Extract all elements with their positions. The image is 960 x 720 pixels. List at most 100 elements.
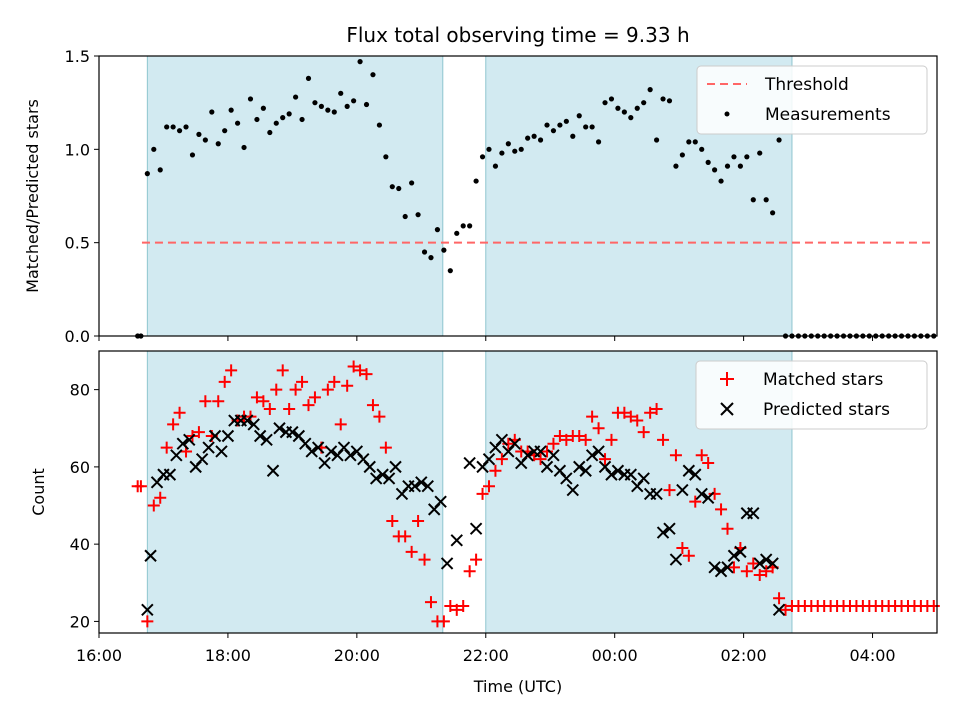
measurement-point bbox=[744, 154, 750, 160]
predicted-star-marker bbox=[266, 464, 280, 477]
predicted-star-markers bbox=[141, 414, 786, 617]
predicted-star-marker bbox=[560, 472, 573, 485]
measurement-point bbox=[396, 185, 402, 192]
measurement-point bbox=[454, 230, 460, 236]
matched-star-marker bbox=[154, 491, 167, 504]
predicted-star-marker bbox=[253, 429, 267, 443]
measurement-point bbox=[151, 146, 157, 152]
measurement-point bbox=[286, 111, 292, 117]
predicted-star-marker bbox=[708, 561, 721, 574]
matched-star-marker bbox=[212, 395, 225, 408]
measurement-point bbox=[157, 167, 163, 173]
measurement-point bbox=[770, 210, 776, 216]
measurement-point bbox=[595, 139, 602, 145]
measurement-point bbox=[712, 167, 718, 173]
predicted-star-marker bbox=[585, 449, 599, 462]
measurement-point bbox=[505, 141, 511, 147]
predicted-star-marker bbox=[202, 441, 215, 454]
matched-star-marker bbox=[489, 464, 502, 477]
matched-star-marker bbox=[740, 565, 753, 578]
measurement-point bbox=[531, 133, 537, 139]
x-axis-label: Time (UTC) bbox=[473, 677, 562, 696]
matched-star-marker bbox=[160, 441, 173, 454]
bottom-legend: Matched stars Predicted stars bbox=[695, 360, 928, 430]
y-tick-label: 20 bbox=[70, 612, 90, 631]
measurement-point bbox=[209, 109, 215, 115]
measurement-point bbox=[653, 137, 660, 143]
predicted-star-marker bbox=[579, 464, 592, 477]
measurement-point bbox=[750, 197, 756, 203]
matched-star-marker bbox=[669, 449, 682, 462]
predicted-star-marker bbox=[482, 452, 496, 466]
measurement-point bbox=[280, 115, 286, 121]
matched-star-marker bbox=[302, 399, 315, 412]
matched-star-marker bbox=[592, 422, 605, 435]
predicted-star-marker bbox=[669, 553, 683, 566]
matched-star-marker bbox=[321, 383, 334, 396]
measurement-point bbox=[254, 116, 260, 123]
legend-matched-label: Matched stars bbox=[763, 370, 883, 390]
matched-star-marker bbox=[644, 406, 657, 419]
y-tick-label: 0.0 bbox=[65, 327, 90, 346]
legend-predicted-swatch bbox=[720, 402, 734, 416]
matched-star-marker bbox=[218, 375, 231, 388]
measurement-point bbox=[486, 146, 492, 152]
measurement-point bbox=[525, 135, 531, 141]
measurement-point bbox=[589, 124, 595, 130]
predicted-star-marker bbox=[421, 479, 434, 493]
matched-star-marker bbox=[747, 557, 760, 570]
measurement-point bbox=[615, 105, 621, 111]
x-tick-label: 16:00 bbox=[76, 646, 122, 665]
measurement-point bbox=[409, 180, 415, 186]
matched-star-marker bbox=[379, 441, 392, 454]
measurement-point bbox=[641, 100, 647, 106]
predicted-star-marker bbox=[727, 549, 741, 562]
measurement-point bbox=[428, 255, 434, 261]
predicted-star-marker bbox=[221, 429, 235, 443]
measurement-point bbox=[338, 90, 344, 96]
matched-star-marker bbox=[167, 418, 180, 431]
top-shaded-intervals bbox=[146, 55, 793, 337]
predicted-star-marker bbox=[305, 445, 318, 458]
matched-star-marker bbox=[695, 449, 708, 462]
predicted-star-marker bbox=[747, 507, 760, 520]
measurement-point bbox=[234, 120, 241, 126]
bottom-y-axis-label: Count bbox=[29, 468, 48, 516]
measurement-point bbox=[183, 124, 189, 130]
predicted-star-marker bbox=[573, 460, 586, 474]
matched-star-marker bbox=[476, 487, 489, 500]
matched-star-marker bbox=[328, 375, 341, 388]
predicted-star-marker bbox=[382, 472, 396, 485]
predicted-star-marker bbox=[415, 476, 428, 489]
predicted-star-marker bbox=[469, 522, 483, 535]
predicted-star-marker bbox=[260, 433, 273, 447]
measurement-point bbox=[228, 107, 234, 113]
measurement-point bbox=[176, 128, 183, 134]
measurement-point bbox=[776, 137, 782, 143]
x-tick-label: 18:00 bbox=[205, 646, 251, 665]
matched-star-marker bbox=[418, 553, 431, 566]
predicted-star-marker bbox=[637, 472, 650, 485]
bottom-axes-frame bbox=[98, 350, 938, 634]
predicted-star-marker bbox=[701, 491, 715, 505]
x-tick-label: 02:00 bbox=[721, 646, 767, 665]
predicted-star-marker bbox=[408, 479, 422, 493]
predicted-star-marker bbox=[141, 603, 154, 617]
predicted-star-marker bbox=[682, 464, 696, 477]
measurement-point bbox=[757, 150, 763, 156]
measurement-point bbox=[144, 171, 150, 177]
predicted-star-marker bbox=[508, 437, 521, 450]
measurement-point bbox=[222, 128, 228, 134]
predicted-star-marker bbox=[363, 460, 376, 474]
measurement-point bbox=[512, 148, 518, 154]
predicted-star-marker bbox=[463, 456, 476, 470]
predicted-star-marker bbox=[440, 557, 454, 570]
matched-star-marker bbox=[192, 426, 205, 439]
measurement-point bbox=[370, 72, 376, 78]
measurement-point bbox=[305, 75, 312, 81]
predicted-star-marker bbox=[714, 564, 728, 578]
matched-star-marker bbox=[173, 406, 186, 419]
predicted-star-marker bbox=[547, 449, 560, 462]
predicted-star-marker bbox=[369, 472, 383, 485]
